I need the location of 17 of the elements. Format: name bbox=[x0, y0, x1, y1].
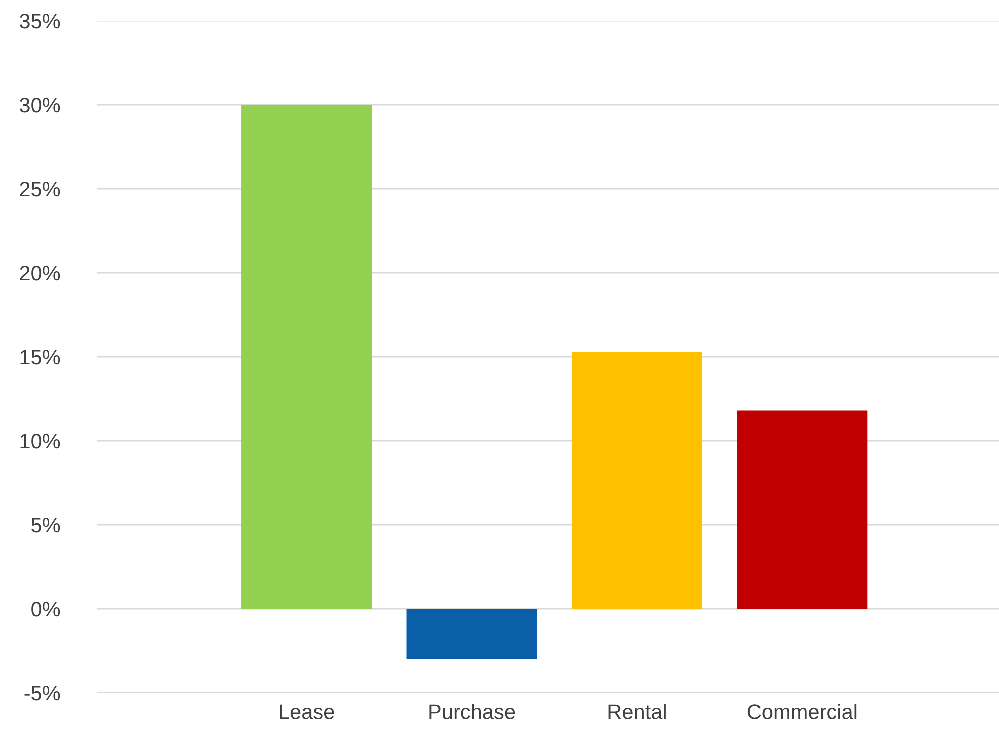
y-tick-label: 35% bbox=[20, 14, 60, 29]
y-tick-label: 30% bbox=[20, 98, 60, 113]
bar bbox=[242, 105, 372, 609]
y-tick-label: 15% bbox=[20, 350, 60, 365]
y-tick-label: 0% bbox=[32, 602, 60, 617]
y-tick-label: 20% bbox=[20, 266, 60, 281]
y-tick-label: 25% bbox=[20, 182, 60, 197]
x-tick-label: Rental bbox=[608, 704, 666, 720]
y-tick-label: -5% bbox=[24, 686, 60, 701]
bar bbox=[406, 609, 538, 660]
x-tick-label: Purchase bbox=[430, 704, 516, 720]
y-tick-label: 5% bbox=[32, 518, 60, 533]
bar bbox=[572, 352, 702, 609]
x-tick-label: Lease bbox=[280, 704, 334, 720]
bar bbox=[737, 410, 868, 609]
y-tick-label: 10% bbox=[20, 434, 60, 449]
x-tick-label: Commercial bbox=[748, 704, 857, 720]
